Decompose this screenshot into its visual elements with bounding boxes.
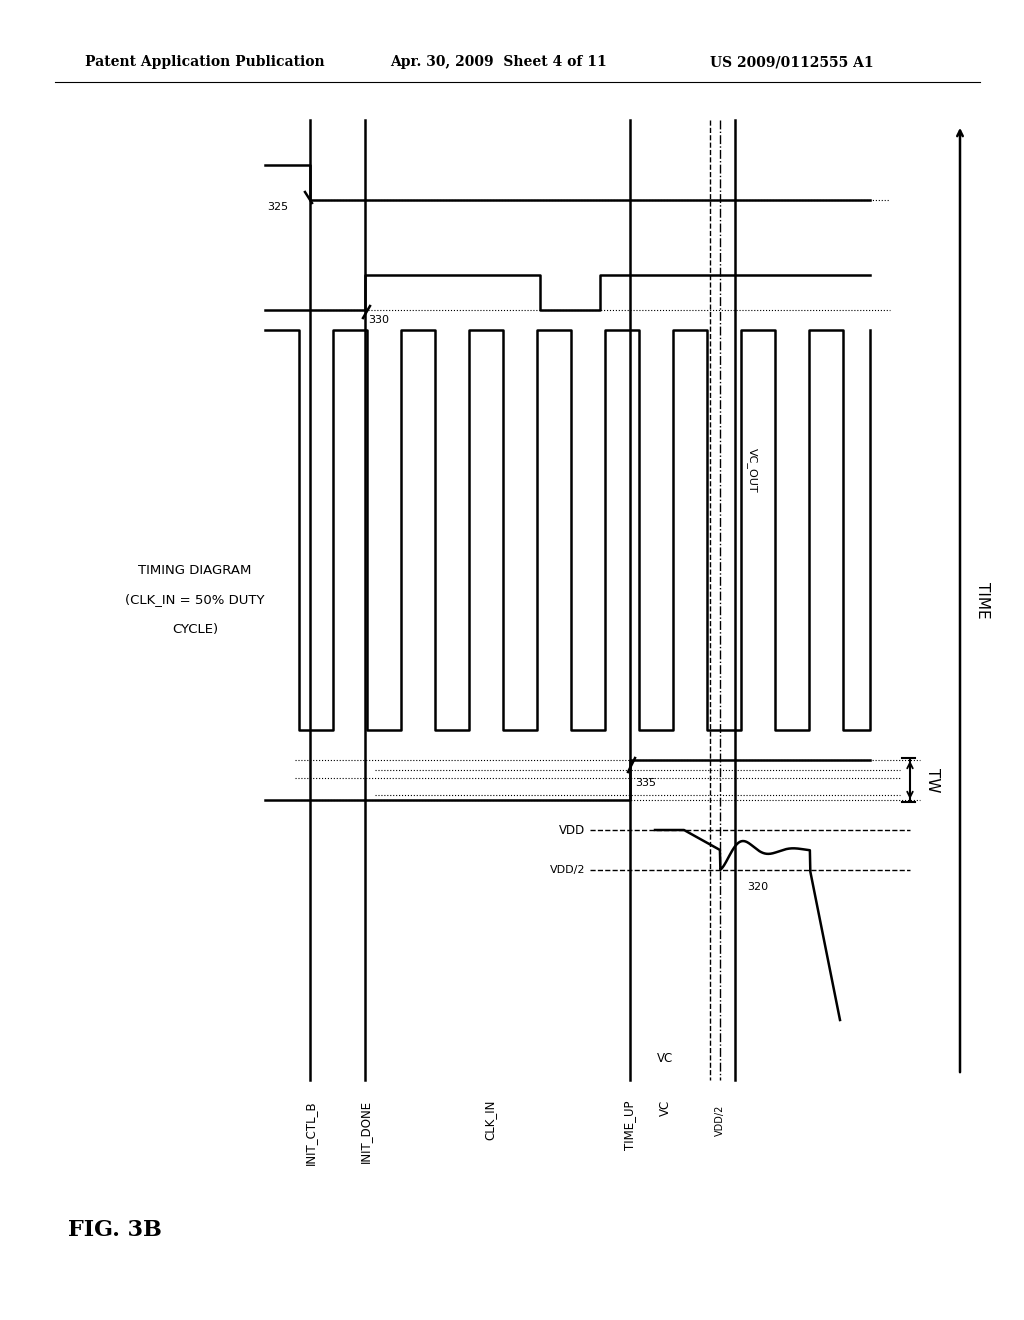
Text: VC: VC [658,1100,672,1117]
Text: 335: 335 [635,777,656,788]
Text: CYCLE): CYCLE) [172,623,218,636]
Text: CLK_IN: CLK_IN [483,1100,497,1140]
Text: FIG. 3B: FIG. 3B [68,1218,162,1241]
Text: TIME_UP: TIME_UP [624,1100,637,1150]
Text: (CLK_IN = 50% DUTY: (CLK_IN = 50% DUTY [125,594,265,606]
Text: Patent Application Publication: Patent Application Publication [85,55,325,69]
Text: INIT_CTL_B: INIT_CTL_B [303,1100,316,1164]
Text: TIME: TIME [975,582,989,618]
Text: VC: VC [656,1052,673,1065]
Text: VC_OUT: VC_OUT [746,447,758,492]
Text: 320: 320 [746,882,768,892]
Text: VDD/2: VDD/2 [550,865,585,875]
Text: INIT_DONE: INIT_DONE [358,1100,372,1163]
Text: VDD: VDD [559,824,585,837]
Text: Apr. 30, 2009  Sheet 4 of 11: Apr. 30, 2009 Sheet 4 of 11 [390,55,607,69]
Text: 330: 330 [368,315,389,325]
Text: TW: TW [925,768,939,792]
Text: TIMING DIAGRAM: TIMING DIAGRAM [138,564,252,577]
Text: US 2009/0112555 A1: US 2009/0112555 A1 [710,55,873,69]
Text: 325: 325 [267,202,288,213]
Text: VDD/2: VDD/2 [715,1105,725,1137]
